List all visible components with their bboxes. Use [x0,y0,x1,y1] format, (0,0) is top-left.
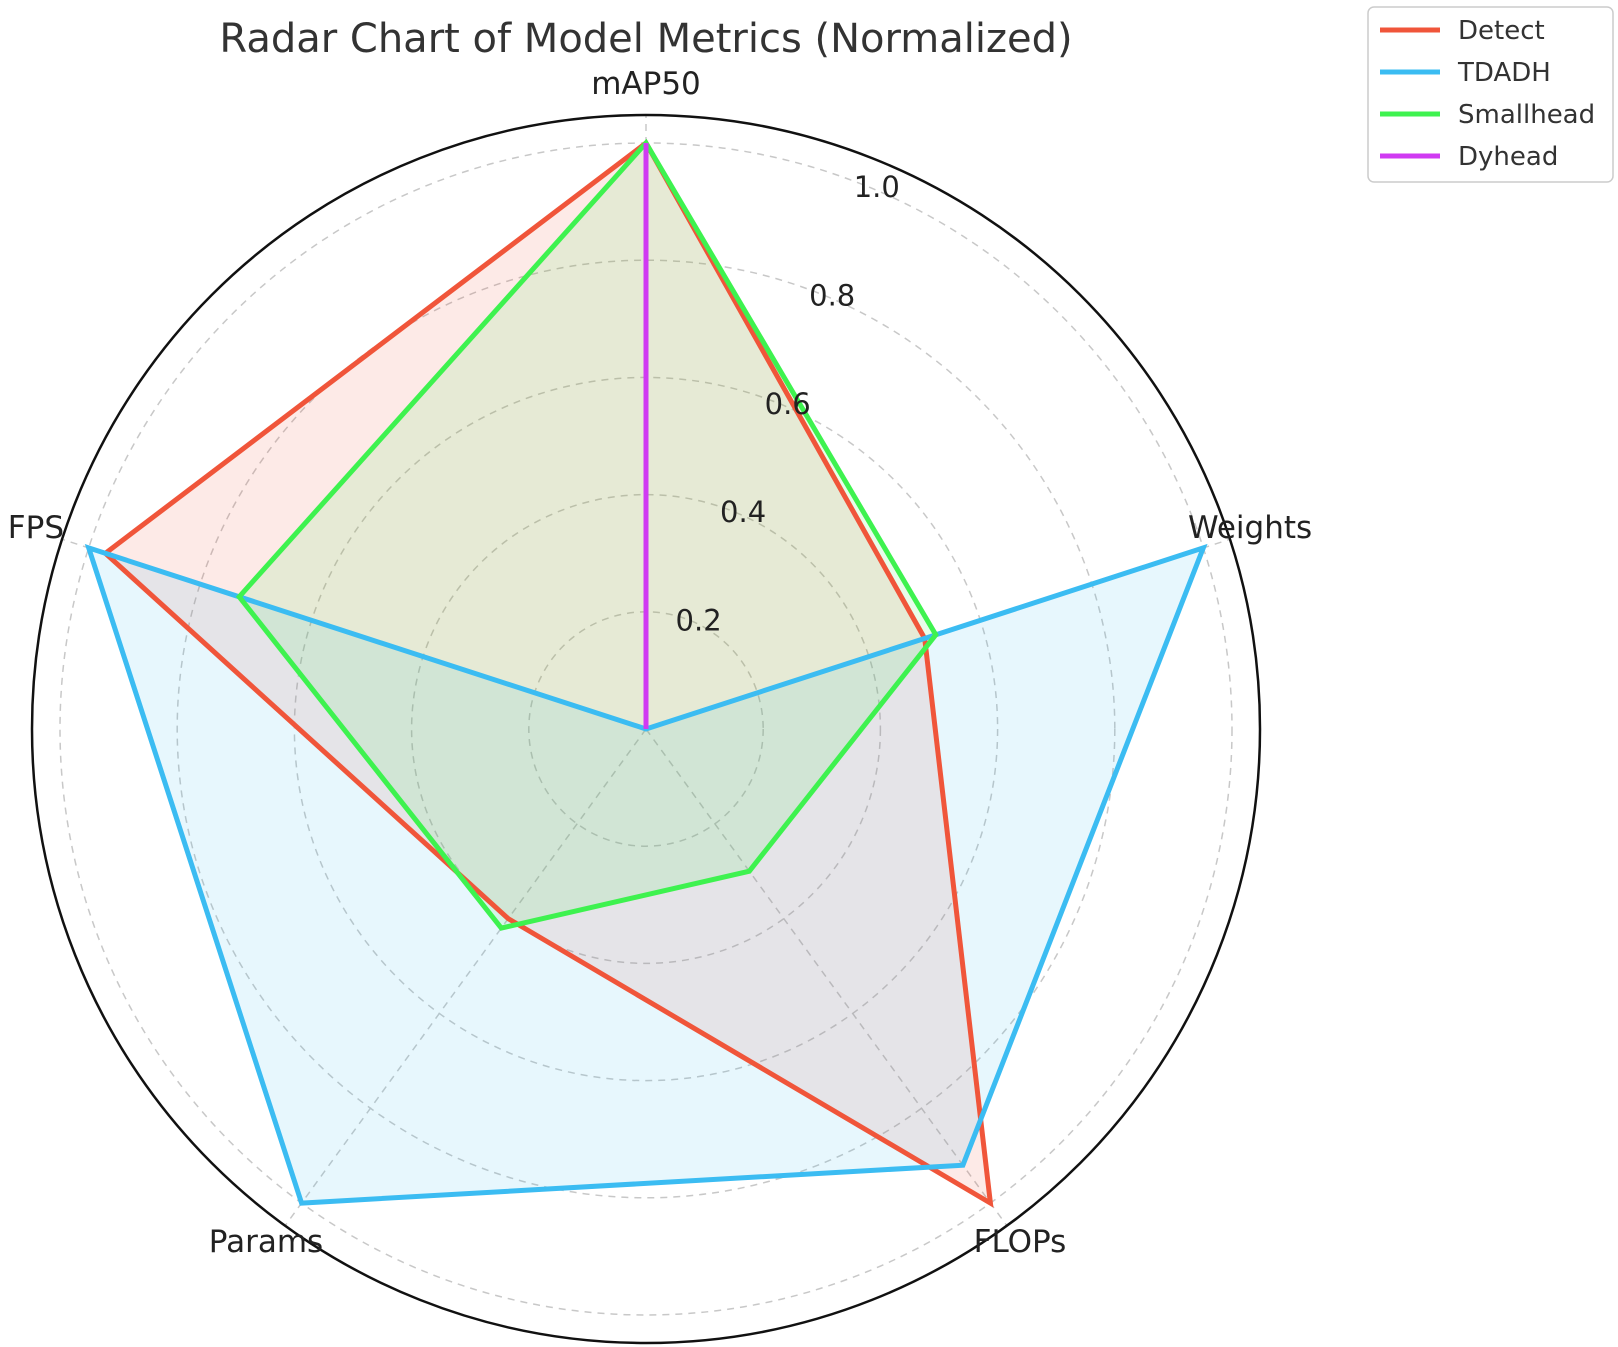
series-line-detect [101,139,994,1208]
legend-frame [1367,6,1614,183]
legend-label-dyhead: Dyhead [1458,142,1558,172]
axis-label-map50: mAP50 [591,66,701,102]
outer-ring [30,113,1262,1345]
series-line-tdadh [84,543,1208,1206]
radial-tick-labels: 0.2 0.4 0.6 0.8 1.0 [676,170,900,638]
axis-labels: mAP50 Weights FLOPs Params FPS [8,66,1312,1260]
legend-label-smallhead: Smallhead [1458,100,1595,130]
chart-title: Radar Chart of Model Metrics (Normalized… [219,16,1072,62]
axis-label-weights: Weights [1188,510,1312,546]
series-line-smallhead [235,138,939,931]
r-tick-label: 0.4 [720,495,766,529]
series-fill-tdadh [88,547,1204,1204]
r-tick-label: 0.6 [765,387,811,421]
legend-label-tdadh: TDADH [1457,58,1551,88]
grid-ring [176,259,1116,1199]
axis-label-params: Params [209,1224,323,1260]
axis-label-flops: FLOPs [974,1224,1067,1260]
r-tick-label: 0.2 [676,604,722,638]
axis-label-fps: FPS [8,510,64,546]
grid-ring [410,493,882,965]
axis-spoke [284,728,647,1227]
r-tick-label: 1.0 [854,170,900,204]
radar-series [84,138,1208,1208]
series-fill-detect [105,143,991,1204]
legend: Detect TDADH Smallhead Dyhead [1367,6,1614,183]
legend-label-detect: Detect [1458,16,1545,46]
r-tick-label: 0.8 [809,278,855,312]
axis-spoke [645,728,1008,1227]
